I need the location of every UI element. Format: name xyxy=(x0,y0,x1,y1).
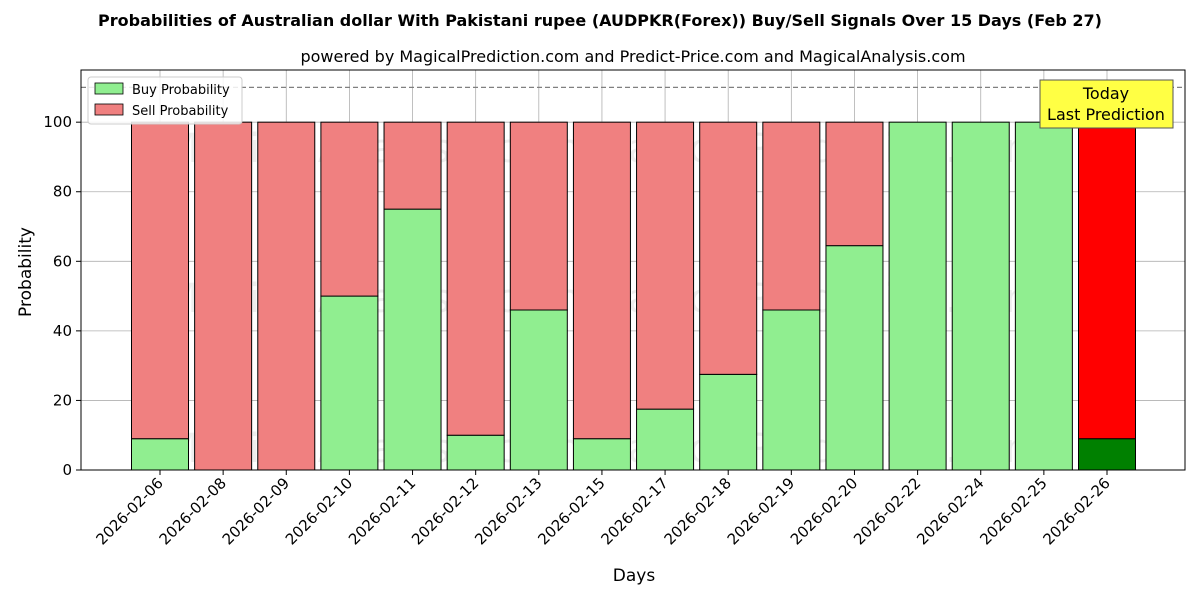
x-tick-label: 2026-02-20 xyxy=(787,474,861,548)
bars xyxy=(131,121,1136,471)
bar-sell xyxy=(762,121,821,311)
chart-subtitle: powered by MagicalPrediction.com and Pre… xyxy=(300,47,965,66)
bar-sell xyxy=(572,121,631,440)
x-tick-label: 2026-02-12 xyxy=(408,474,482,548)
bar-sell xyxy=(131,121,189,440)
x-axis-label: Days xyxy=(613,566,656,586)
bar-sell xyxy=(257,121,316,471)
x-tick-label: 2026-02-17 xyxy=(598,474,672,548)
x-tick-label: 2026-02-13 xyxy=(471,474,545,548)
legend-label-buy: Buy Probability xyxy=(132,83,230,98)
bar-sell xyxy=(825,121,884,247)
last-prediction-label: Last Prediction xyxy=(1047,105,1165,124)
bar-buy xyxy=(951,121,1010,471)
y-tick-label: 80 xyxy=(53,183,72,201)
bar-buy xyxy=(888,121,947,471)
x-tick-label: 2026-02-09 xyxy=(219,474,293,548)
x-axis: 2026-02-062026-02-082026-02-092026-02-10… xyxy=(92,470,1114,548)
y-axis-label: Probability xyxy=(16,227,36,317)
bar-buy xyxy=(1014,121,1073,471)
bar-sell xyxy=(509,121,568,311)
bar-sell xyxy=(320,121,379,297)
plot-area xyxy=(80,69,1186,471)
bar-buy xyxy=(572,438,631,471)
x-tick-label: 2026-02-15 xyxy=(534,474,608,548)
y-tick-label: 40 xyxy=(53,322,72,340)
bar-buy xyxy=(383,208,442,471)
y-tick-label: 20 xyxy=(53,391,72,409)
y-tick-label: 60 xyxy=(53,252,72,270)
y-axis: 0 20 40 60 80 100 xyxy=(43,113,81,479)
bar-buy xyxy=(446,434,505,471)
x-tick-label: 2026-02-08 xyxy=(156,474,230,548)
legend-box xyxy=(87,76,243,125)
bar-sell xyxy=(194,121,253,471)
x-tick-label: 2026-02-24 xyxy=(913,474,987,548)
bar-buy xyxy=(699,373,758,471)
bar-buy xyxy=(636,408,695,471)
legend-swatch-sell xyxy=(94,103,124,116)
today-box xyxy=(1039,79,1174,129)
bar-buy xyxy=(762,309,821,471)
today-label: Today xyxy=(1082,84,1129,103)
bar-sell xyxy=(383,121,442,210)
x-tick-label: 2026-02-19 xyxy=(724,474,798,548)
chart-title: Probabilities of Australian dollar With … xyxy=(98,11,1102,30)
x-tick-label: 2026-02-11 xyxy=(345,474,419,548)
y-tick-label: 0 xyxy=(62,461,72,479)
bar-buy xyxy=(1078,438,1136,471)
bar-sell xyxy=(446,121,505,436)
x-tick-label: 2026-02-25 xyxy=(976,474,1050,548)
bar-buy xyxy=(825,245,884,471)
x-tick-label: 2026-02-18 xyxy=(661,474,735,548)
bar-buy xyxy=(131,438,189,471)
bar-buy xyxy=(509,309,568,471)
legend: Buy Probability Sell Probability xyxy=(87,76,243,125)
x-tick-label: 2026-02-22 xyxy=(850,474,924,548)
x-tick-label: 2026-02-10 xyxy=(282,474,356,548)
legend-swatch-buy xyxy=(94,82,124,95)
x-tick-label: 2026-02-06 xyxy=(92,474,166,548)
today-annotation: Today Last Prediction xyxy=(1039,79,1174,129)
bar-sell xyxy=(1078,121,1136,440)
x-tick-label: 2026-02-26 xyxy=(1039,474,1113,548)
bar-sell xyxy=(636,121,695,410)
legend-label-sell: Sell Probability xyxy=(132,104,229,119)
bar-buy xyxy=(320,295,379,471)
bar-sell xyxy=(699,121,758,375)
y-tick-label: 100 xyxy=(43,113,72,131)
